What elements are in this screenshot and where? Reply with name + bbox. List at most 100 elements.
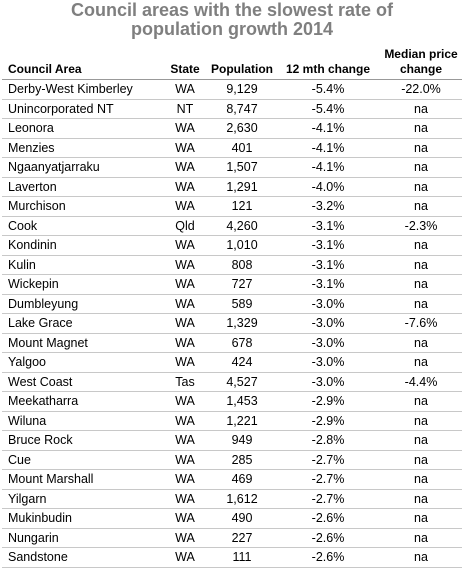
table-cell: Wiluna bbox=[2, 411, 162, 431]
column-header: State bbox=[162, 41, 208, 80]
column-header: 12 mth change bbox=[276, 41, 380, 80]
table-cell: Derby-West Kimberley bbox=[2, 79, 162, 100]
table-cell: -3.1% bbox=[276, 235, 380, 256]
table-cell: Ngaanyatjarraku bbox=[2, 157, 162, 178]
table-cell: na bbox=[380, 177, 462, 197]
table-cell: Murchison bbox=[2, 196, 162, 217]
header-row: Council Area State Population 12 mth change… bbox=[2, 41, 462, 80]
table-cell: na bbox=[380, 255, 462, 275]
table-cell: Sandstone bbox=[2, 547, 162, 568]
table-cell: -3.0% bbox=[276, 352, 380, 373]
table-cell: Tas bbox=[162, 372, 208, 392]
table-cell: 1,329 bbox=[208, 313, 276, 334]
table-cell: na bbox=[380, 333, 462, 353]
table-cell: NT bbox=[162, 99, 208, 119]
table-cell: Unincorporated NT bbox=[2, 99, 162, 119]
table-cell: Laverton bbox=[2, 177, 162, 197]
table-cell: WA bbox=[162, 333, 208, 353]
table-cell: WA bbox=[162, 489, 208, 509]
table-cell: -2.7% bbox=[276, 450, 380, 470]
table-cell: -7.6% bbox=[380, 313, 462, 334]
table-row: Lake Grace WA 1,329 -3.0% -7.6% bbox=[2, 313, 462, 334]
table-cell: -2.6% bbox=[276, 508, 380, 529]
table-cell: -2.6% bbox=[276, 528, 380, 548]
table-row: Mukinbudin WA 490 -2.6% na bbox=[2, 508, 462, 529]
table-row: Murchison WA 121 -3.2% na bbox=[2, 196, 462, 217]
title: Council areas with the slowest rate of p… bbox=[70, 0, 394, 39]
table-cell: 111 bbox=[208, 547, 276, 568]
table-cell: 1,507 bbox=[208, 157, 276, 178]
table-cell: na bbox=[380, 528, 462, 548]
table-cell: WA bbox=[162, 547, 208, 568]
table-cell: -3.0% bbox=[276, 372, 380, 392]
table-cell: -2.7% bbox=[276, 489, 380, 509]
table-row: Menzies WA 401 -4.1% na bbox=[2, 138, 462, 158]
table-cell: WA bbox=[162, 235, 208, 256]
column-header: Population bbox=[208, 41, 276, 80]
table-row: Meekatharra WA 1,453 -2.9% na bbox=[2, 391, 462, 412]
table-cell: WA bbox=[162, 313, 208, 334]
table-row: Unincorporated NT NT 8,747 -5.4% na bbox=[2, 99, 462, 119]
table-cell: Cue bbox=[2, 450, 162, 470]
table-cell: na bbox=[380, 411, 462, 431]
table-cell: Menzies bbox=[2, 138, 162, 158]
table-cell: -3.0% bbox=[276, 294, 380, 314]
table-cell: na bbox=[380, 450, 462, 470]
table-cell: WA bbox=[162, 352, 208, 373]
table-cell: WA bbox=[162, 274, 208, 295]
table-cell: 8,747 bbox=[208, 99, 276, 119]
table-cell: 678 bbox=[208, 333, 276, 353]
table-cell: -3.0% bbox=[276, 333, 380, 353]
table-cell: na bbox=[380, 235, 462, 256]
table-cell: WA bbox=[162, 138, 208, 158]
table-cell: Kulin bbox=[2, 255, 162, 275]
table-cell: WA bbox=[162, 508, 208, 529]
table-cell: -5.4% bbox=[276, 79, 380, 100]
table-cell: WA bbox=[162, 411, 208, 431]
table-cell: Leonora bbox=[2, 118, 162, 139]
table-cell: 2,630 bbox=[208, 118, 276, 139]
table-cell: na bbox=[380, 118, 462, 139]
table-cell: na bbox=[380, 469, 462, 490]
table-cell: -22.0% bbox=[380, 79, 462, 100]
table-cell: Nungarin bbox=[2, 528, 162, 548]
table-cell: Dumbleyung bbox=[2, 294, 162, 314]
table-row: Ngaanyatjarraku WA 1,507 -4.1% na bbox=[2, 157, 462, 178]
table-cell: Meekatharra bbox=[2, 391, 162, 412]
table-row: Cook Qld 4,260 -3.1% -2.3% bbox=[2, 216, 462, 236]
table-cell: WA bbox=[162, 79, 208, 100]
table-row: Dumbleyung WA 589 -3.0% na bbox=[2, 294, 462, 314]
table-cell: -2.9% bbox=[276, 411, 380, 431]
table-cell: WA bbox=[162, 157, 208, 178]
column-header: Median price change bbox=[380, 41, 462, 80]
table-cell: na bbox=[380, 352, 462, 373]
table-cell: na bbox=[380, 157, 462, 178]
table-cell: -3.0% bbox=[276, 313, 380, 334]
table-cell: -4.4% bbox=[380, 372, 462, 392]
table-cell: 490 bbox=[208, 508, 276, 529]
table-cell: WA bbox=[162, 196, 208, 217]
table-cell: WA bbox=[162, 294, 208, 314]
table-cell: 727 bbox=[208, 274, 276, 295]
table-cell: -4.1% bbox=[276, 138, 380, 158]
table-cell: -2.3% bbox=[380, 216, 462, 236]
table-row: Bruce Rock WA 949 -2.8% na bbox=[2, 430, 462, 451]
table-cell: WA bbox=[162, 118, 208, 139]
table-cell: Wickepin bbox=[2, 274, 162, 295]
table-cell: WA bbox=[162, 391, 208, 412]
table-cell: WA bbox=[162, 469, 208, 490]
table-row: Mount Magnet WA 678 -3.0% na bbox=[2, 333, 462, 353]
table-row: Derby-West Kimberley WA 9,129 -5.4% -22.0% bbox=[2, 79, 462, 100]
table-cell: Bruce Rock bbox=[2, 430, 162, 451]
table-row: Yilgarn WA 1,612 -2.7% na bbox=[2, 489, 462, 509]
table-cell: -2.8% bbox=[276, 430, 380, 451]
table-row: Sandstone WA 111 -2.6% na bbox=[2, 547, 462, 568]
table-row: Kondinin WA 1,010 -3.1% na bbox=[2, 235, 462, 256]
table-cell: na bbox=[380, 138, 462, 158]
table-cell: na bbox=[380, 430, 462, 451]
table-cell: -3.1% bbox=[276, 274, 380, 295]
table-cell: na bbox=[380, 196, 462, 217]
column-header: Council Area bbox=[2, 41, 162, 80]
table-cell: -2.6% bbox=[276, 547, 380, 568]
